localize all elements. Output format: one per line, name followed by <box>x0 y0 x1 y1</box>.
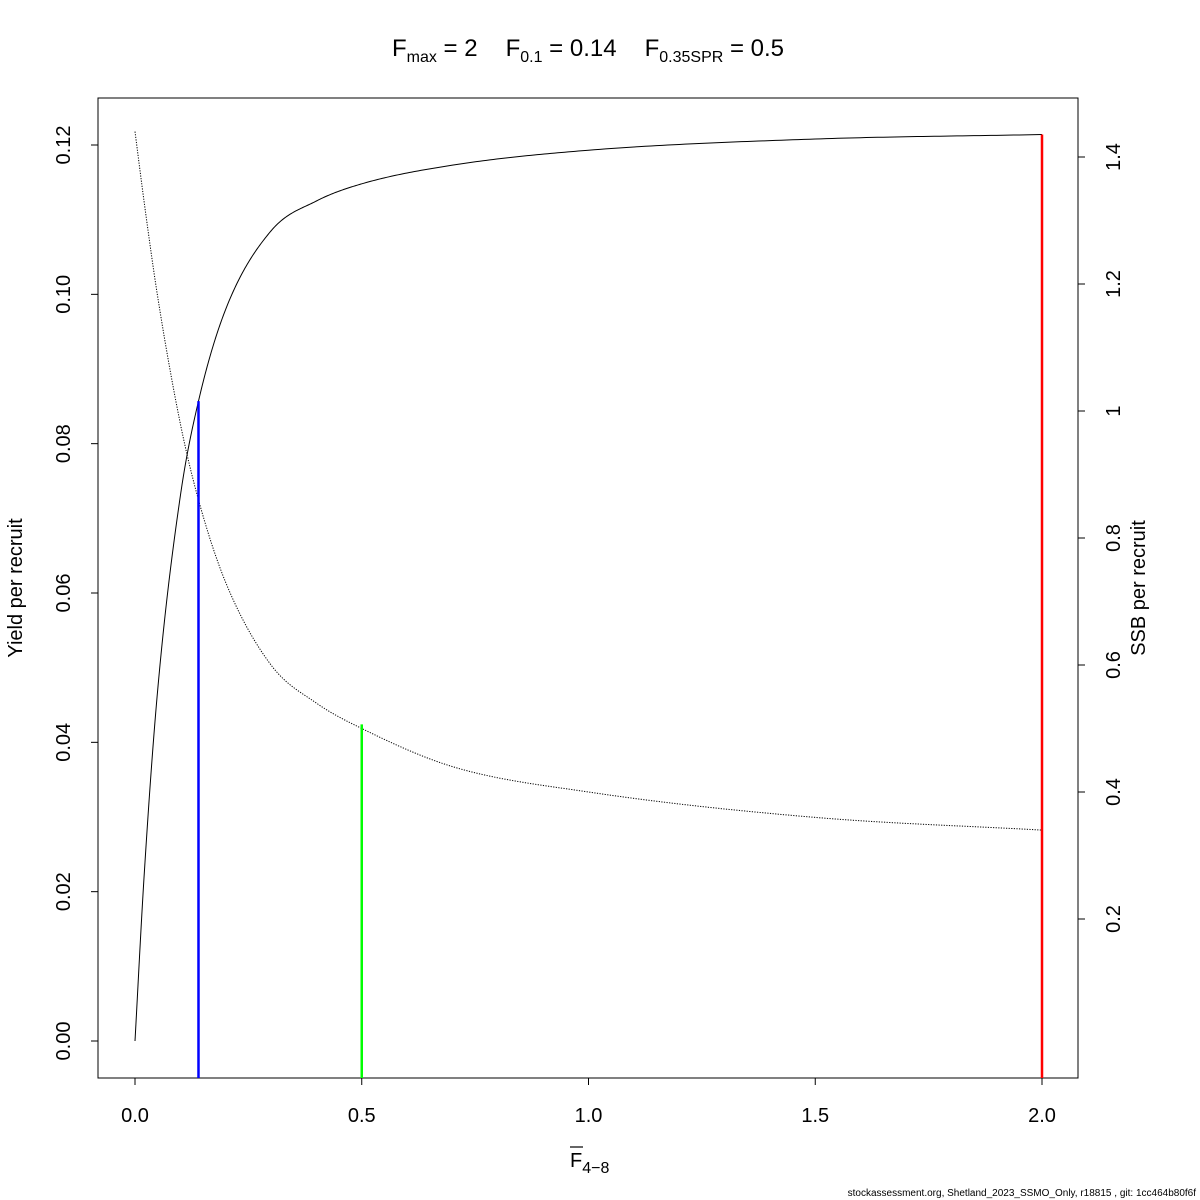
x-axis: 0.0 0.5 1.0 1.5 2.0 <box>121 1078 1056 1127</box>
y-left-tick-label: 0.06 <box>53 574 75 613</box>
y-right-tick-label: 1 <box>1103 405 1125 416</box>
x-axis-symbol: F <box>570 1150 582 1172</box>
title-symbol: F <box>392 35 407 62</box>
y-right-tick-label: 1.4 <box>1103 143 1125 171</box>
title-value: = 2 <box>437 35 478 62</box>
y-right-tick-label: 1.2 <box>1103 270 1125 298</box>
x-tick-label: 0.0 <box>121 1105 149 1127</box>
title-value: = 0.5 <box>723 35 784 62</box>
title-subscript: max <box>407 49 437 66</box>
y-left-tick-label: 0.02 <box>53 872 75 911</box>
x-tick-label: 2.0 <box>1028 1105 1056 1127</box>
y-axis-left-title: Yield per recruit <box>5 518 27 658</box>
x-axis-title-text: F4−8 <box>570 1150 609 1177</box>
title-symbol: F <box>645 35 660 62</box>
ssb-per-recruit-line <box>134 131 1043 831</box>
title-subscript: 0.35SPR <box>659 49 723 66</box>
y-right-tick-label: 0.6 <box>1103 651 1125 679</box>
title-symbol: F <box>506 35 521 62</box>
title-subscript: 0.1 <box>520 49 542 66</box>
x-axis-subscript: 4−8 <box>582 1160 609 1177</box>
y-right-tick-label: 0.2 <box>1103 905 1125 933</box>
y-right-tick-label: 0.4 <box>1103 778 1125 806</box>
x-tick-label: 0.5 <box>348 1105 376 1127</box>
plot-frame <box>97 97 1079 1079</box>
y-left-tick-label: 0.04 <box>53 723 75 762</box>
reference-lines <box>197 134 1044 1078</box>
title-value: = 0.14 <box>543 35 617 62</box>
footer-credit: stockassessment.org, Shetland_2023_SSMO_… <box>848 1188 1197 1199</box>
y-left-tick-label: 0.12 <box>53 126 75 165</box>
title-text: Fmax = 2 F0.1 = 0.14 F0.35SPR = 0.5 <box>392 35 784 66</box>
y-left-tick-label: 0.10 <box>53 275 75 314</box>
chart-title: Fmax = 2 F0.1 = 0.14 F0.35SPR = 0.5 <box>392 35 784 66</box>
y-right-tick-label: 0.8 <box>1103 524 1125 552</box>
x-tick-label: 1.0 <box>575 1105 603 1127</box>
y-left-tick-label: 0.00 <box>53 1022 75 1061</box>
yield-per-recruit-line <box>134 134 1043 1042</box>
series-group <box>134 131 1043 1042</box>
y-axis-right: 0.2 0.4 0.6 0.8 1 1.2 1.4 <box>1078 143 1125 933</box>
y-axis-left: 0.00 0.02 0.04 0.06 0.08 0.10 0.12 <box>53 126 98 1061</box>
x-axis-title: F4−8 <box>570 1146 609 1177</box>
y-axis-right-title: SSB per recruit <box>1128 520 1150 656</box>
x-tick-label: 1.5 <box>801 1105 829 1127</box>
y-left-tick-label: 0.08 <box>53 424 75 463</box>
